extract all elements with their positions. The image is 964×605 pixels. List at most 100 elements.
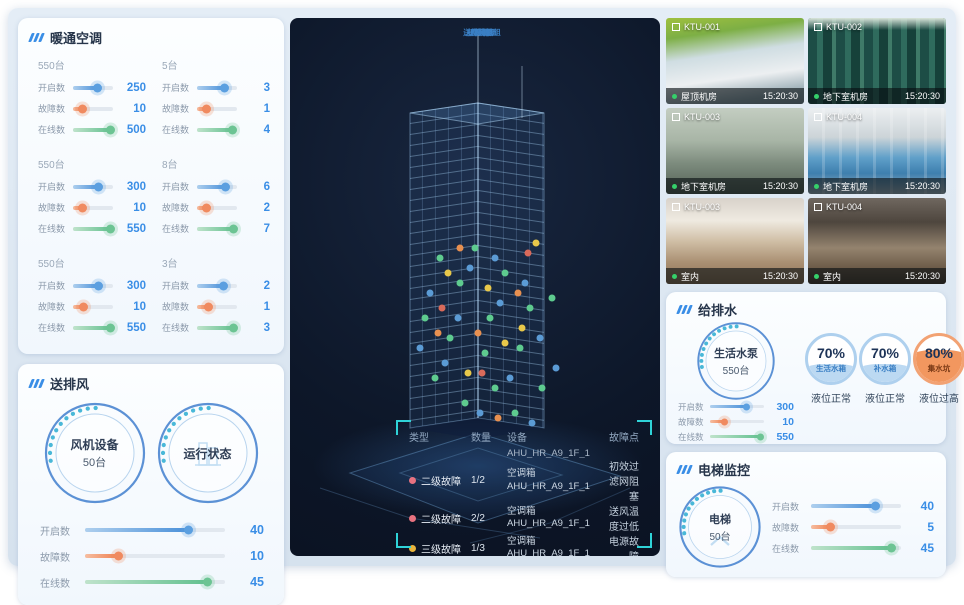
slider-online[interactable] [197, 224, 238, 233]
device-group-heat-source: 热源 8台 开启数 6 故障数 2 在线数 7 [162, 28, 490, 239]
water-metrics: 开启数 300 故障数 10 在线数 550 [678, 399, 794, 444]
camera-tile-5[interactable]: KTU-003 室内 15:20:30 [666, 198, 804, 284]
slider-open[interactable] [73, 83, 113, 92]
metric-value: 3 [263, 81, 270, 94]
camera-tile-3[interactable]: KTU-003 地下室机房 15:20:30 [666, 108, 804, 194]
slider-knob[interactable] [94, 182, 104, 191]
bracket-corner-icon [396, 533, 411, 548]
camera-tile-6[interactable]: KTU-004 室内 15:20:30 [808, 198, 946, 284]
camera-location: 地下室机房 [823, 181, 869, 192]
device-group-supply-exhaust-unit: 送排风机组 550台 开启数 300 故障数 10 在线数 550 [38, 28, 501, 338]
slider-knob[interactable] [106, 224, 115, 233]
group-count: 3台 [162, 259, 178, 270]
slider-online[interactable] [197, 323, 239, 332]
ring-arc [679, 486, 761, 568]
slider-open[interactable] [197, 182, 237, 191]
slider-knob[interactable] [887, 543, 896, 553]
exhaust-metrics: 开启数 40 故障数 10 在线数 45 [30, 505, 272, 595]
group-name: 新风机组 [467, 28, 497, 37]
slider-knob[interactable] [228, 125, 237, 134]
slider-knob[interactable] [220, 182, 230, 191]
slider-open[interactable] [73, 182, 113, 191]
building-3d-view[interactable]: 类型 数量 设备 故障点 AHU_HR_A9_1F_1 二级故障 1/2 空调箱… [290, 18, 660, 556]
metric-label: 在线数 [38, 323, 66, 333]
slider-knob[interactable] [870, 501, 880, 511]
panel-title: 暖通空调 [50, 31, 103, 46]
metric-value: 10 [782, 415, 794, 428]
fault-point: 送风温度过低 [609, 507, 639, 533]
slider-online[interactable] [710, 433, 765, 440]
slider-knob[interactable] [202, 104, 212, 113]
camera-time: 15:20:30 [762, 271, 798, 281]
slider-knob[interactable] [92, 83, 102, 92]
camera-id: KTU-002 [826, 22, 863, 32]
hvac-groups: 空调箱 550台 开启数 250 故障数 10 在线数 500 冷源 5台 开启数 3 故障… [30, 28, 501, 338]
slider-fault[interactable] [73, 104, 113, 113]
slider-fault[interactable] [197, 302, 237, 311]
slider-online[interactable] [73, 224, 115, 233]
camera-grid: KTU-001 屋顶机房 15:20:30 KTU-002 地下室机房 15:20:… [666, 18, 946, 284]
slider-knob[interactable] [113, 551, 123, 561]
slider-knob[interactable] [78, 104, 88, 113]
camera-tile-1[interactable]: KTU-001 屋顶机房 15:20:30 [666, 18, 804, 104]
group-name: 空调箱 [470, 28, 494, 37]
fault-row[interactable]: 二级故障 2/2 空调箱 AHU_HR_A9_1F_1 送风温度过低 [409, 503, 639, 533]
camera-tile-2[interactable]: KTU-002 地下室机房 15:20:30 [808, 18, 946, 104]
camera-icon [672, 113, 680, 121]
slider-knob[interactable] [219, 281, 229, 290]
slider-knob[interactable] [721, 418, 729, 425]
slider-knob[interactable] [183, 525, 193, 535]
slider-knob[interactable] [204, 302, 213, 311]
tank-name: 集水坑 [927, 364, 951, 373]
metric-value: 10 [250, 549, 264, 563]
panel-hvac-header: 暖通空调 [28, 28, 272, 47]
slider-online[interactable] [197, 125, 237, 134]
fault-row[interactable]: 二级故障 1/2 空调箱 AHU_HR_A9_1F_1 初效过滤网阻塞 [409, 458, 639, 503]
slider-fault[interactable] [73, 203, 113, 212]
slider-knob[interactable] [106, 323, 115, 332]
live-dot-icon [672, 183, 677, 189]
slashes-icon [676, 465, 693, 474]
building-dashboard: 暖通空调 空调箱 550台 开启数 250 故障数 10 在线数 500 冷源 5台 开启… [8, 8, 964, 605]
slider-knob[interactable] [220, 83, 229, 92]
camera-tile-4[interactable]: KTU-004 地下室机房 15:20:30 [808, 108, 946, 194]
group-count: 550台 [38, 61, 65, 72]
slider-fault[interactable] [811, 522, 901, 532]
slider-fault[interactable] [197, 104, 237, 113]
slider-open[interactable] [73, 281, 113, 290]
device-group-ac-box: 空调箱 550台 开启数 250 故障数 10 在线数 500 [38, 28, 493, 140]
slider-knob[interactable] [94, 281, 104, 290]
slider-knob[interactable] [825, 522, 835, 532]
metric-value: 2 [263, 201, 270, 214]
slider-fault[interactable] [197, 203, 237, 212]
bracket-corner-icon [637, 533, 652, 548]
slider-knob[interactable] [105, 125, 115, 134]
bracket-corner-icon [637, 420, 652, 435]
slider-online[interactable] [85, 577, 225, 587]
slider-knob[interactable] [228, 224, 238, 233]
camera-location: 地下室机房 [681, 181, 727, 192]
metric-label: 开启数 [678, 401, 704, 412]
slider-online[interactable] [811, 543, 901, 553]
slider-knob[interactable] [79, 302, 89, 311]
slider-open[interactable] [710, 403, 764, 410]
panel-elevator: 电梯监控 电梯 50台 开启数 40 故障数 5 在线数 45 [666, 452, 946, 577]
slider-knob[interactable] [78, 203, 88, 212]
slider-knob[interactable] [757, 433, 765, 440]
slider-fault[interactable] [710, 418, 764, 425]
metric-value: 45 [920, 541, 934, 555]
slider-open[interactable] [85, 525, 225, 535]
slider-knob[interactable] [202, 203, 212, 212]
camera-id: KTU-004 [826, 112, 863, 122]
slider-knob[interactable] [742, 403, 750, 410]
slider-fault[interactable] [73, 302, 113, 311]
slider-open[interactable] [811, 501, 901, 511]
slider-online[interactable] [73, 125, 115, 134]
slider-fault[interactable] [85, 551, 225, 561]
slider-open[interactable] [197, 83, 237, 92]
slider-online[interactable] [73, 323, 115, 332]
slider-open[interactable] [197, 281, 237, 290]
slider-knob[interactable] [229, 323, 239, 332]
slider-knob[interactable] [203, 577, 213, 587]
